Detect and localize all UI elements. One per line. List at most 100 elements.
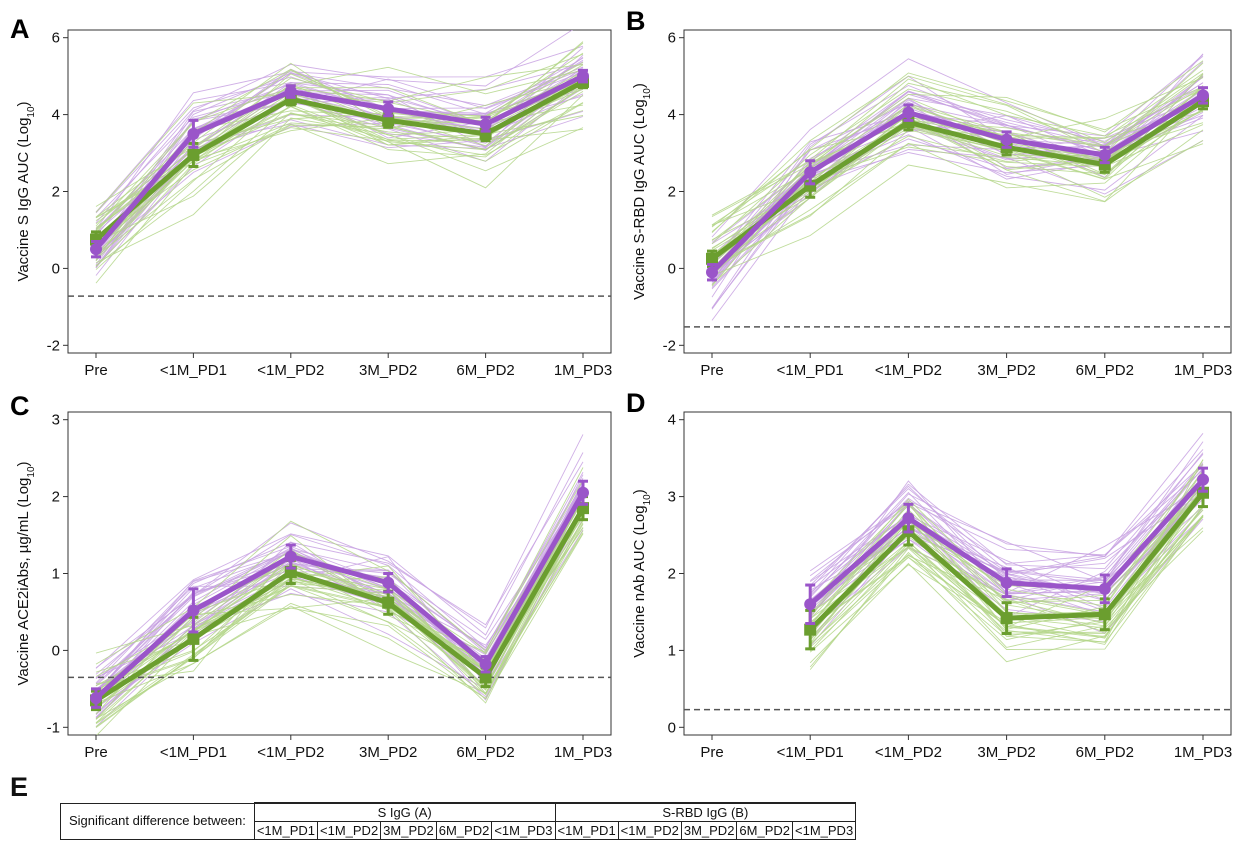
mean-point [804,166,817,179]
y-tick-label: 1 [52,566,60,583]
x-tick-label: <1M_PD2 [257,362,324,379]
table-col-b-3: 3M_PD2 [680,821,738,840]
plot-frame [683,29,1232,354]
mean-line [710,93,1205,275]
mean-point [1000,576,1013,589]
mean-point [1000,612,1013,625]
mean-point [187,604,200,617]
y-tick-label: -2 [663,337,676,354]
subject-line [95,467,584,701]
y-tick-label: 2 [668,566,676,583]
subject-line [95,127,584,284]
subject-line [711,101,1204,226]
subject-line [95,110,584,268]
x-tick-label: Pre [84,362,107,379]
subject-line [95,95,584,267]
subject-line [809,489,1204,601]
subject-line [711,72,1204,233]
mean-point [902,512,915,525]
x-tick-label: 6M_PD2 [456,744,514,761]
mean-point [577,486,589,499]
mean-point [382,596,395,609]
mean-point [706,266,718,279]
x-tick-label: <1M_PD1 [160,744,227,761]
mean-point [479,671,492,684]
y-tick-label: 0 [52,642,60,659]
y-tick-label: 0 [668,260,676,277]
individual-lines [711,53,1204,321]
y-tick-label: 3 [52,412,60,429]
panel-label-c: C [10,391,30,421]
x-tick-label: 3M_PD2 [977,744,1035,761]
x-tick-label: Pre [700,744,723,761]
subject-line [711,75,1204,298]
subject-line [711,72,1204,234]
x-tick-label: <1M_PD1 [160,362,227,379]
mean-point [382,576,395,589]
subject-line [809,516,1204,670]
mean-point [90,692,102,705]
y-tick-label: 4 [52,107,60,124]
table-col-a-2: <1M_PD2 [316,821,382,840]
mean-point [1197,89,1209,102]
subject-line [711,73,1204,269]
subject-line [711,53,1204,279]
subject-line [711,124,1204,285]
mean-point [1098,582,1111,595]
mean-point [382,102,395,115]
y-tick-label: -1 [47,719,60,736]
x-tick-label: 1M_PD3 [1174,362,1232,379]
x-tick-label: 3M_PD2 [359,744,417,761]
y-axis-title: Vaccine S IgG AUC (Log10) [15,101,37,281]
panel-label-d: D [626,388,646,418]
mean-point [902,106,915,119]
x-tick-label: <1M_PD2 [875,362,942,379]
mean-point [187,148,200,161]
subject-line [96,519,584,735]
subject-line [711,60,1204,217]
y-tick-label: 0 [52,260,60,277]
table-col-b-4: 6M_PD2 [736,821,793,840]
mean-point [1197,473,1209,486]
panel-label-a: A [10,14,30,44]
panel-b-chart: -2 0 2 4 6 Pre <1M_PD1 <1M_PD2 3M_PD2 6M_PD2 1M_PD… [631,29,1232,379]
x-tick-label: 6M_PD2 [1076,362,1134,379]
panel-label-b: B [626,6,646,36]
y-tick-label: -2 [47,337,60,354]
panel-d-chart: 0 1 2 3 4 Pre <1M_PD1 <1M_PD2 3M_PD2 6M_PD2 1M_PD3… [631,411,1232,761]
mean-point [577,70,589,83]
table-col-a-3: 3M_PD2 [380,821,437,840]
x-tick-label: Pre [700,362,723,379]
subject-line [95,117,584,264]
mean-point [479,658,492,671]
subject-line [711,129,1204,277]
table-col-a-1: <1M_PD1 [253,821,319,840]
subject-line [95,45,584,230]
mean-line [94,506,586,703]
x-tick-label: 3M_PD2 [359,362,417,379]
subject-line [95,496,584,693]
mean-point [804,598,817,611]
x-tick-label: <1M_PD2 [875,744,942,761]
y-tick-label: 6 [52,30,60,47]
y-tick-label: 3 [668,489,676,506]
subject-line [95,116,584,276]
subject-line [809,463,1204,572]
table-col-b-1: <1M_PD1 [554,821,619,840]
subject-line [95,63,584,253]
subject-line [95,76,584,241]
mean-point [902,116,915,129]
subject-line [95,533,584,704]
y-tick-label: 6 [668,30,676,47]
subject-line [95,507,584,709]
y-axis-title: Vaccine S-RBD IgG AUC (Log10) [631,83,653,300]
x-tick-label: 1M_PD3 [554,362,612,379]
table-row-header: Significant difference between: [60,802,255,840]
table-group-s-igg: S IgG (A) [253,802,556,822]
panel-label-e: E [10,772,29,802]
mean-point [1098,148,1111,161]
significance-table: Significant difference between: S IgG (A… [60,802,857,840]
subject-line [95,530,584,720]
x-tick-label: 1M_PD3 [1174,744,1232,761]
y-axis-title: Vaccine nAb AUC (Log10) [631,489,653,657]
